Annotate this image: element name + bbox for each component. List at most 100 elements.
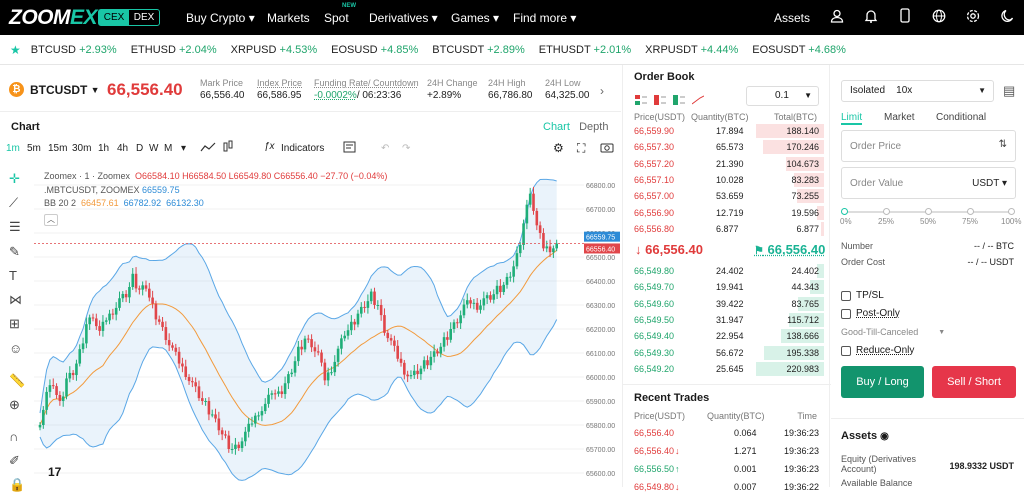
template-icon[interactable]	[343, 141, 357, 157]
fullscreen-icon[interactable]: ⛶	[577, 141, 585, 156]
tif-select[interactable]: Good-Till-Canceled ▼	[841, 327, 945, 337]
bids-row[interactable]: 66,549.30 56.672 195.338	[623, 345, 831, 361]
cex-tab[interactable]: CEX	[99, 10, 129, 25]
lock-draw-icon[interactable]: ✐	[9, 453, 20, 469]
asks-row[interactable]: 66,556.90 12.719 19.596	[623, 205, 831, 221]
logo[interactable]: ZOOMEX	[9, 6, 97, 30]
dex-tab[interactable]: DEX	[129, 10, 159, 25]
asks-row[interactable]: 66,557.10 10.028 83.283	[623, 172, 831, 188]
fx-icon[interactable]: ƒx	[264, 141, 275, 152]
asks-row[interactable]: 66,556.80 6.877 6.877	[623, 221, 831, 237]
line-chart-icon[interactable]	[200, 141, 216, 156]
asks-row[interactable]: 66,557.00 53.659 73.255	[623, 188, 831, 204]
pattern-icon[interactable]: ⋈	[9, 292, 22, 308]
margin-leverage-select[interactable]: Isolated 10x ▼	[841, 80, 994, 102]
measure-icon[interactable]: ⊞	[9, 316, 20, 332]
both-sides-icon[interactable]	[635, 92, 647, 110]
ticker-item[interactable]: ETHUSD +2.04%	[131, 44, 217, 56]
reduce-only-checkbox[interactable]: Reduce-Only	[841, 345, 914, 356]
nav-markets[interactable]: Markets	[267, 11, 310, 25]
chevron-right-icon[interactable]: ›	[600, 84, 604, 98]
bids-row[interactable]: 66,549.80 24.402 24.402	[623, 263, 831, 279]
candle-type-icon[interactable]	[222, 140, 234, 157]
sell-short-button[interactable]: Sell / Short	[932, 366, 1016, 398]
tab-depth[interactable]: Depth	[579, 121, 608, 133]
interval-30m[interactable]: 30m	[72, 143, 91, 154]
settings-icon[interactable]: ⚙	[553, 141, 564, 155]
index-price[interactable]: Index Price 66,586.95	[257, 78, 302, 101]
funding-rate[interactable]: Funding Rate/ Countdown -0.0002%/ 06:23:3…	[314, 78, 419, 101]
symbol-selector[interactable]: ₿ BTCUSDT ▼	[9, 82, 100, 97]
ticker-item[interactable]: BTCUSD +2.93%	[31, 44, 117, 56]
tpsl-checkbox[interactable]: TP/SL	[841, 290, 884, 301]
order-value-input[interactable]: Order Value USDT ▾	[841, 167, 1016, 199]
precision-select[interactable]: 0.1 ▼	[746, 86, 819, 106]
undo-icon[interactable]: ↶	[381, 143, 389, 154]
asks-row[interactable]: 66,557.20 21.390 104.673	[623, 156, 831, 172]
bids-row[interactable]: 66,549.70 19.941 44.343	[623, 279, 831, 295]
star-icon[interactable]: ★	[10, 43, 21, 57]
trendline-icon[interactable]: ⟋	[9, 195, 18, 211]
ticker-item[interactable]: ETHUSDT +2.01%	[539, 44, 631, 56]
interval-w[interactable]: W	[149, 143, 158, 154]
tab-limit[interactable]: Limit	[841, 112, 862, 125]
tab-market[interactable]: Market	[884, 112, 915, 123]
nav-assets[interactable]: Assets	[774, 11, 810, 25]
nav-buy-crypto[interactable]: Buy Crypto ▾	[186, 11, 255, 25]
nav-derivatives[interactable]: Derivatives ▾	[369, 11, 438, 25]
buy-long-button[interactable]: Buy / Long	[841, 366, 924, 398]
interval-dropdown[interactable]: ▾	[181, 143, 186, 154]
camera-icon[interactable]	[600, 141, 614, 156]
asks-only-icon[interactable]	[654, 92, 666, 110]
calculator-icon[interactable]: ▤	[1003, 83, 1015, 99]
nav-spot[interactable]: Spot	[324, 11, 349, 25]
order-price-input[interactable]: Order Price ⇅	[841, 130, 1016, 162]
interval-4h[interactable]: 4h	[117, 143, 128, 154]
post-only-checkbox[interactable]: Post-Only	[841, 308, 900, 319]
gear-icon[interactable]	[956, 9, 990, 27]
bids-only-icon[interactable]	[673, 92, 685, 110]
bids-row[interactable]: 66,549.20 25.645 220.983	[623, 361, 831, 377]
percent-slider[interactable]	[844, 211, 1012, 213]
brush-icon[interactable]: ✎	[9, 244, 20, 260]
nav-games[interactable]: Games ▾	[451, 11, 499, 25]
ticker-item[interactable]: XRPUSDT +4.44%	[645, 44, 738, 56]
crosshair-icon[interactable]: ✛	[9, 171, 20, 187]
bids-row[interactable]: 66,549.40 22.954 138.666	[623, 328, 831, 344]
nav-find-more[interactable]: Find more ▾	[513, 11, 576, 25]
interval-15m[interactable]: 15m	[48, 143, 67, 154]
globe-icon[interactable]	[922, 9, 956, 27]
collapse-legend-button[interactable]: ︿	[44, 214, 58, 226]
zoom-in-icon[interactable]: ⊕	[9, 397, 20, 413]
interval-m[interactable]: M	[164, 143, 172, 154]
cex-dex-toggle[interactable]: CEX DEX	[98, 9, 160, 26]
interval-d[interactable]: D	[136, 143, 143, 154]
ruler-icon[interactable]: 📏	[9, 373, 25, 389]
phone-icon[interactable]	[888, 8, 922, 27]
asks-row[interactable]: 66,557.30 65.573 170.246	[623, 139, 831, 155]
chart-depth-toggle[interactable]: Chart Depth	[543, 121, 608, 133]
indicators-button[interactable]: Indicators	[281, 143, 324, 154]
interval-1h[interactable]: 1h	[98, 143, 109, 154]
tab-chart[interactable]: Chart	[543, 121, 570, 133]
ticker-item[interactable]: EOSUSDT +4.68%	[752, 44, 846, 56]
ticker-item[interactable]: EOSUSD +4.85%	[331, 44, 418, 56]
interval-5m[interactable]: 5m	[27, 143, 41, 154]
ticker-item[interactable]: BTCUSDT +2.89%	[432, 44, 524, 56]
redo-icon[interactable]: ↷	[402, 143, 410, 154]
magnet-icon[interactable]: ∩	[9, 429, 18, 444]
lock-icon[interactable]: 🔒	[9, 477, 25, 493]
asks-row[interactable]: 66,559.90 17.894 188.140	[623, 123, 831, 139]
bell-icon[interactable]	[854, 9, 888, 27]
bids-row[interactable]: 66,549.60 39.422 83.765	[623, 296, 831, 312]
depth-icon[interactable]	[692, 92, 704, 110]
user-icon[interactable]	[820, 9, 854, 27]
moon-icon[interactable]	[990, 9, 1024, 27]
tab-conditional[interactable]: Conditional	[936, 112, 986, 123]
hlines-icon[interactable]: ☰	[9, 219, 21, 235]
emoji-icon[interactable]: ☺	[9, 341, 22, 356]
text-tool-icon[interactable]: T	[9, 268, 17, 283]
bids-row[interactable]: 66,549.50 31.947 115.712	[623, 312, 831, 328]
interval-1m[interactable]: 1m	[6, 143, 20, 154]
ticker-item[interactable]: XRPUSD +4.53%	[231, 44, 318, 56]
